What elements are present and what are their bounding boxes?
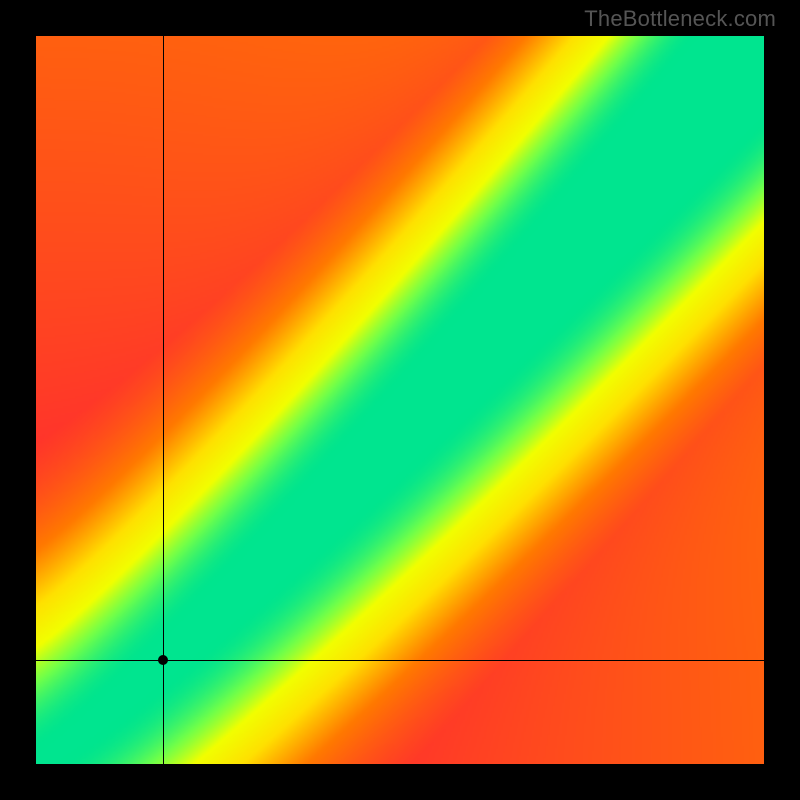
watermark-text: TheBottleneck.com bbox=[584, 6, 776, 32]
crosshair-horizontal bbox=[36, 660, 764, 661]
heatmap-plot bbox=[36, 36, 764, 764]
heatmap-canvas bbox=[36, 36, 764, 764]
